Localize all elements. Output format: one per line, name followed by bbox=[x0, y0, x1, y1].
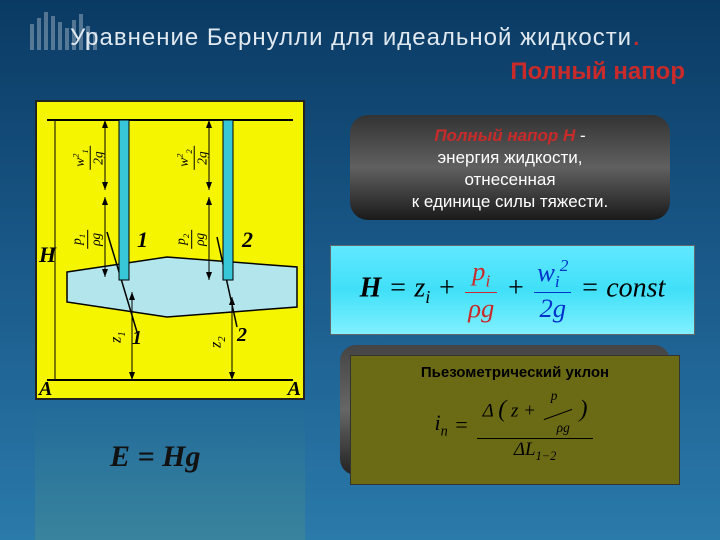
formula-box: H = zi + piρg + wi22g = const bbox=[330, 245, 695, 335]
label-z2: z2 bbox=[208, 336, 228, 347]
label-z1: z1 bbox=[108, 331, 128, 342]
formula-ehg: E = Hg bbox=[110, 440, 200, 474]
definition-highlight: Полный напор Н bbox=[434, 126, 575, 145]
piezometric-box: Пьезометрический уклон in = Δ ( z + p ρg… bbox=[350, 355, 680, 485]
definition-line2: отнесенная bbox=[464, 170, 555, 189]
definition-line1: энергия жидкости, bbox=[438, 148, 583, 167]
definition-dash: - bbox=[575, 126, 585, 145]
definition-line3: к единице силы тяжести. bbox=[412, 192, 608, 211]
title-text: Уравнение Бернулли для идеальной жидкост… bbox=[70, 24, 632, 51]
formula-main: H = zi + piρg + wi22g = const bbox=[360, 256, 666, 324]
label-w1-2g: w212g bbox=[71, 144, 107, 172]
definition-box: Полный напор Н - энергия жидкости, отнес… bbox=[350, 115, 670, 220]
piezo-title: Пьезометрический уклон bbox=[359, 364, 671, 381]
subtitle: Полный напор bbox=[510, 58, 685, 86]
label-p1-rhog: p1ρg bbox=[69, 228, 104, 251]
label-1a: 1 bbox=[137, 227, 148, 253]
label-A-right: A bbox=[288, 378, 301, 401]
label-w2-2g: w222g bbox=[175, 144, 211, 172]
label-p2-rhog: p2ρg bbox=[173, 228, 208, 251]
label-2a: 2 bbox=[242, 227, 253, 253]
label-H: H bbox=[39, 242, 56, 268]
title-dot: . bbox=[632, 19, 641, 52]
label-A-left: A bbox=[39, 378, 52, 401]
label-1b: 1 bbox=[132, 327, 142, 350]
label-2b: 2 bbox=[237, 324, 247, 347]
page-title: Уравнение Бернулли для идеальной жидкост… bbox=[70, 24, 641, 52]
piezo-formula: in = Δ ( z + p ρg ) ΔL1−2 bbox=[359, 386, 671, 464]
bernoulli-diagram: H 1 2 1 2 A A z1 z2 w212g w222g p1ρg p2ρ… bbox=[35, 100, 305, 400]
